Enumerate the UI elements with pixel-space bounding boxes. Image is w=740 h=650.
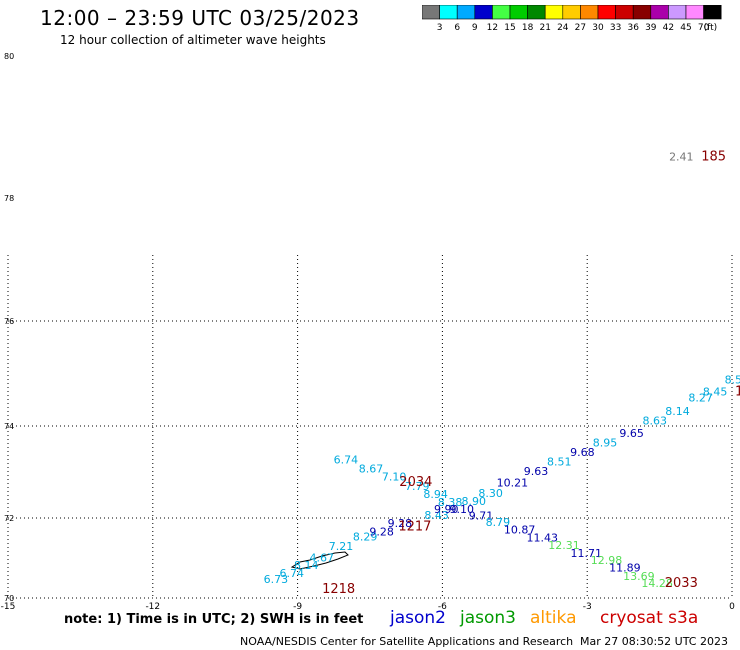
lat-label: 78 [4, 194, 14, 203]
swh-value-label: 9.65 [619, 427, 644, 440]
lat-label: 74 [4, 422, 14, 431]
color-bin-label: 24 [557, 23, 569, 33]
color-bin-label: 27 [575, 23, 586, 33]
lon-label: -15 [1, 602, 16, 612]
swh-value-label: 8.14 [665, 405, 690, 418]
swh-value-label: 8.14 [294, 559, 319, 572]
lon-label: -3 [583, 602, 592, 612]
legend-jason2: jason2 [390, 608, 446, 628]
color-bin-label: 12 [487, 23, 498, 33]
lon-label: -9 [293, 602, 302, 612]
lat-label: 80 [4, 52, 14, 61]
pass-time-label: 1218 [322, 582, 355, 597]
color-bin-label: 18 [522, 23, 534, 33]
swh-value-label: 13.69 [623, 570, 655, 583]
swh-value-label: 12.31 [548, 539, 580, 552]
map-title: 12:00 – 23:59 UTC 03/25/2023 [40, 6, 360, 30]
swh-value-label: 7.79 [405, 480, 430, 493]
color-scale-legend: 3 6 9 12 15 18 21 24 27 30 33 36 39 42 45 70(ft) [422, 5, 722, 33]
lat-label: 72 [4, 514, 14, 523]
swh-value-label: 6.74 [334, 454, 359, 467]
legend-note: note: 1) Time is in UTC; 2) SWH is in fe… [64, 612, 364, 627]
legend-cryosat-s3a: cryosat s3a [600, 608, 699, 628]
swh-value-label: 8.79 [486, 516, 511, 529]
swh-value-label: 8.67 [359, 462, 384, 475]
swh-value-label: 10.87 [504, 524, 536, 537]
color-bin-label: 6 [454, 23, 460, 33]
swh-value-label: 9.68 [570, 446, 595, 459]
swh-value-label: 12.98 [591, 554, 623, 567]
pass-time-label: 2033 [665, 576, 698, 591]
swh-value-label: 9.90 [434, 503, 459, 516]
color-bin-label: 42 [663, 23, 674, 33]
lon-label: 0 [729, 602, 735, 612]
map-subtitle: 12 hour collection of altimeter wave hei… [60, 33, 326, 47]
pass-time-label: 121 [735, 385, 740, 400]
swh-value-label: 8.29 [353, 530, 378, 543]
swh-value-label: 8.38 [438, 496, 463, 509]
swh-value-label: 9.10 [449, 503, 474, 516]
swh-value-label: 9.71 [469, 510, 494, 523]
legend-jason3: jason3 [460, 608, 516, 628]
swh-value-label: 11.71 [570, 547, 602, 560]
swh-value-label: 8.90 [462, 495, 487, 508]
swh-value-label: 6.74 [280, 567, 305, 580]
legend-altika: altika [530, 608, 577, 628]
swh-value-label: 7.10 [382, 470, 407, 483]
color-scale-unit: (ft) [704, 23, 718, 33]
color-bin-label: 30 [592, 23, 604, 33]
color-bin-label: 21 [539, 23, 550, 33]
footer-credit: NOAA/NESDIS Center for Satellite Applica… [240, 635, 574, 648]
swh-value-label: 11.43 [527, 532, 559, 545]
color-bin-label: 3 [437, 23, 443, 33]
swh-value-label: 4.67 [309, 552, 334, 565]
swh-value-label: 9.63 [524, 465, 549, 478]
color-bin-label: 70 [698, 23, 710, 33]
swh-value-label: 8.94 [423, 488, 448, 501]
color-bin-label: 36 [627, 23, 639, 33]
swh-value-label: 11.89 [609, 562, 641, 575]
swh-value-label: 9.28 [388, 517, 413, 530]
footer-timestamp: Mar 27 08:30:52 UTC 2023 [580, 635, 728, 648]
swh-value-label: 8.43 [424, 509, 449, 522]
swh-value-label: 2.41 [669, 150, 694, 163]
pass-time-label: 1217 [398, 519, 431, 534]
swh-value-label: 8.45 [703, 386, 728, 399]
swh-value-label: 8.63 [643, 414, 668, 427]
swh-value-label: 8.27 [688, 391, 713, 404]
swh-value-label: 8.56 [725, 373, 740, 386]
swh-value-label: 8.95 [593, 437, 618, 450]
lon-label: -6 [438, 602, 447, 612]
swh-value-label: 7.21 [329, 540, 354, 553]
pass-time-label: 185 [701, 149, 726, 164]
lon-label: -12 [145, 602, 160, 612]
color-bin [703, 5, 722, 20]
pass-time-label: 2034 [399, 475, 432, 490]
swh-value-label: 10.21 [497, 477, 529, 490]
color-bin-label: 15 [504, 23, 515, 33]
lat-label: 76 [4, 317, 14, 326]
swh-value-label: 8.30 [478, 487, 503, 500]
lat-label: 70 [4, 594, 14, 603]
swh-value-label: 14.28 [641, 577, 673, 590]
color-bin-label: 45 [680, 23, 691, 33]
swh-value-label: 8.51 [547, 456, 572, 469]
color-bin-label: 9 [472, 23, 478, 33]
jan-mayen-island-outline [290, 551, 349, 570]
swh-value-label: 9.28 [369, 526, 394, 539]
color-bin-label: 39 [645, 23, 657, 33]
color-bin-label: 33 [610, 23, 621, 33]
swh-value-label: 6.73 [264, 573, 289, 586]
